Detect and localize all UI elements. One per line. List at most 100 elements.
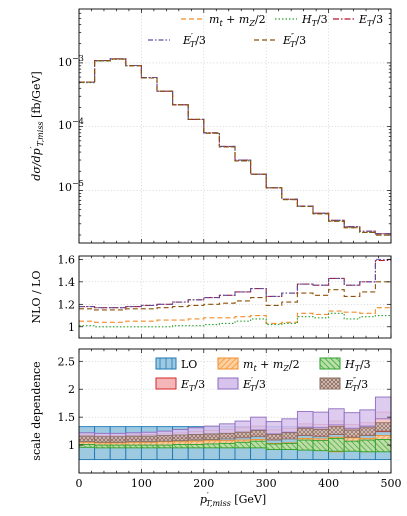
scale-ticks bbox=[78, 349, 392, 473]
legend-box-label-mt: mt + mZ/2 bbox=[243, 358, 300, 373]
legend-box-mt bbox=[217, 357, 239, 370]
scale-panel: 1 1.5 2 2.5 0 100 200 300 400 500 scale dependen… bbox=[30, 348, 402, 508]
scale-band-bin bbox=[312, 428, 330, 438]
scale-band-bin bbox=[125, 435, 142, 443]
scale-ylabel: scale dependence bbox=[30, 361, 43, 460]
scale-band-bin bbox=[374, 439, 392, 453]
distribution-series bbox=[79, 58, 391, 236]
scale-band-bin bbox=[250, 440, 267, 449]
ytick-exp-1e-3: −3 bbox=[72, 54, 84, 63]
legend-label-et: ET/3 bbox=[358, 13, 383, 28]
ratio-series bbox=[79, 258, 391, 328]
ratio-line-1 bbox=[79, 312, 391, 328]
scale-bands bbox=[78, 396, 392, 461]
scale-band-bin bbox=[140, 444, 158, 449]
scale-band-bin bbox=[374, 422, 392, 432]
distribution-ylabel: dσ/dp′T,miss [fb/GeV] bbox=[29, 71, 45, 180]
legend-box-label-ht: HT/3 bbox=[344, 358, 371, 373]
scale-band-bin bbox=[328, 408, 345, 426]
scale-frame bbox=[78, 348, 392, 474]
series-line-3 bbox=[79, 58, 391, 235]
scale-band-bin bbox=[234, 431, 252, 439]
ratio-grid bbox=[78, 256, 392, 338]
scale-band-2 bbox=[78, 437, 392, 453]
ytick-exp-1e-4: −4 bbox=[72, 117, 84, 126]
scale-xtick-label: 400 bbox=[318, 477, 339, 490]
scale-band-bin bbox=[172, 444, 189, 449]
scale-band-bin bbox=[265, 421, 283, 435]
scale-band-bin bbox=[78, 435, 96, 443]
legend-box-label-etp: E′ T/3 bbox=[242, 376, 266, 393]
scale-band-bin bbox=[203, 443, 220, 449]
scale-band-bin bbox=[187, 444, 205, 449]
legend-label-etp: E′ T/3 bbox=[182, 32, 206, 49]
scale-band-bin bbox=[312, 440, 330, 452]
scale-band-bin bbox=[203, 433, 220, 440]
ratio-ytick-label: 1 bbox=[68, 321, 75, 334]
scale-band-bin bbox=[265, 443, 283, 450]
legend-box-et bbox=[155, 377, 177, 390]
scale-band-bin bbox=[218, 442, 236, 449]
scale-band-bin bbox=[281, 418, 298, 433]
scale-band-bin bbox=[187, 434, 205, 441]
ytick-label-1e-3: 10−3 bbox=[58, 54, 84, 69]
legend-box-label-etpp: E″ T/3 bbox=[344, 376, 368, 393]
scale-band-bin bbox=[296, 439, 314, 451]
scale-xtick-labels: 0 100 200 300 400 500 bbox=[76, 477, 402, 490]
ratio-line-3 bbox=[79, 258, 391, 309]
scale-band-bin bbox=[250, 430, 267, 438]
legend-label-ht: HT/3 bbox=[301, 13, 328, 28]
scale-band-bin bbox=[234, 420, 252, 433]
scale-band-bin bbox=[296, 427, 314, 437]
scale-band-bin bbox=[156, 435, 174, 442]
ratio-panel: 1 1.2 1.4 1.6 NLO / LO bbox=[30, 253, 392, 339]
scale-ytick-label: 2 bbox=[68, 383, 75, 396]
distribution-ytick-labels: 10−3 10−4 10−5 bbox=[58, 54, 84, 194]
scale-xtick-label: 100 bbox=[131, 477, 152, 490]
scale-band-bin bbox=[374, 396, 392, 420]
scale-band-bin bbox=[234, 441, 252, 449]
distribution-panel: 10−3 10−4 10−5 dσ/dp′T,miss [fb/GeV] mt … bbox=[29, 8, 392, 244]
scale-xtick-label: 300 bbox=[256, 477, 277, 490]
ytick-label-1e-5: 10−5 bbox=[58, 179, 84, 194]
scale-band-bin bbox=[218, 432, 236, 440]
legend-box-etp bbox=[217, 377, 239, 390]
scale-band-bin bbox=[359, 427, 376, 437]
scale-ytick-label: 1.5 bbox=[58, 411, 76, 424]
legend-label-mt: mt + mZ/2 bbox=[209, 13, 266, 28]
scale-ytick-labels: 1 1.5 2 2.5 bbox=[58, 355, 76, 452]
distribution-ticks bbox=[78, 9, 392, 243]
scale-band-bin bbox=[94, 444, 111, 449]
scale-band-bin bbox=[343, 440, 361, 452]
ratio-ytick-label: 1.2 bbox=[58, 298, 76, 311]
scale-ytick-label: 2.5 bbox=[58, 355, 76, 368]
scale-xlabel: p′ T,miss [GeV] bbox=[200, 491, 266, 508]
scale-band-bin bbox=[359, 439, 376, 453]
scale-band-bin bbox=[328, 437, 345, 452]
scale-band-bin bbox=[140, 435, 158, 443]
legend-label-etpp: E″ T/3 bbox=[282, 32, 306, 49]
ratio-ytick-label: 1.4 bbox=[58, 276, 76, 289]
ytick-exp-1e-5: −5 bbox=[72, 179, 84, 188]
scale-xtick-label: 500 bbox=[381, 477, 402, 490]
legend-box-etpp bbox=[319, 377, 341, 390]
scale-ytick-label: 1 bbox=[68, 439, 75, 452]
scale-xtick-label: 200 bbox=[193, 477, 214, 490]
series-line-4 bbox=[79, 58, 391, 236]
scale-band-bin bbox=[218, 423, 236, 435]
scale-band-bin bbox=[281, 432, 298, 440]
ratio-ytick-labels: 1 1.2 1.4 1.6 bbox=[58, 253, 76, 333]
scale-band-bin bbox=[343, 412, 361, 429]
scale-band-5 bbox=[78, 422, 392, 443]
scale-band-bin bbox=[312, 411, 330, 429]
ratio-line-4 bbox=[79, 281, 391, 311]
ratio-frame bbox=[78, 255, 392, 339]
ratio-line-0 bbox=[79, 307, 391, 324]
ratio-ylabel: NLO / LO bbox=[30, 271, 43, 324]
scale-band-bin bbox=[328, 426, 345, 435]
scale-band-bin bbox=[281, 442, 298, 450]
scale-band-bin bbox=[125, 444, 142, 449]
scale-band-bin bbox=[250, 416, 267, 431]
legend-box-label-lo: LO bbox=[181, 358, 197, 371]
legend-box-ht bbox=[319, 357, 341, 370]
